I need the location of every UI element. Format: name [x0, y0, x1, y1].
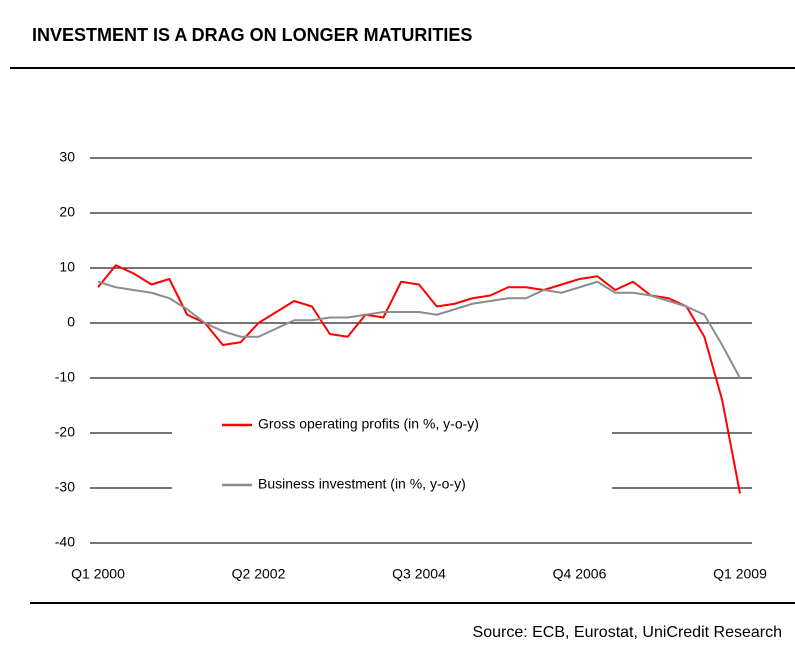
source: Source: ECB, Eurostat, UniCredit Researc…: [473, 624, 782, 641]
y-tick-label: 30: [59, 149, 75, 165]
x-tick-label: Q1 2000: [71, 566, 125, 582]
y-tick-label: 10: [59, 259, 75, 275]
legend-label: Business investment (in %, y-o-y): [258, 476, 466, 492]
x-tick-label: Q1 2009: [713, 566, 767, 582]
legend-label: Gross operating profits (in %, y-o-y): [258, 416, 479, 432]
chart-title: INVESTMENT IS A DRAG ON LONGER MATURITIE…: [32, 25, 472, 45]
legend-background: [172, 400, 612, 500]
y-tick-label: -10: [55, 369, 75, 385]
y-tick-label: -40: [55, 534, 75, 550]
series-line: [97, 280, 741, 379]
x-tick-label: Q2 2002: [232, 566, 286, 582]
y-tick-label: 20: [59, 204, 75, 220]
x-tick-label: Q3 2004: [392, 566, 446, 582]
y-tick-label: -20: [55, 424, 75, 440]
y-tick-label: -30: [55, 479, 75, 495]
y-tick-label: 0: [67, 314, 75, 330]
x-tick-label: Q4 2006: [553, 566, 607, 582]
